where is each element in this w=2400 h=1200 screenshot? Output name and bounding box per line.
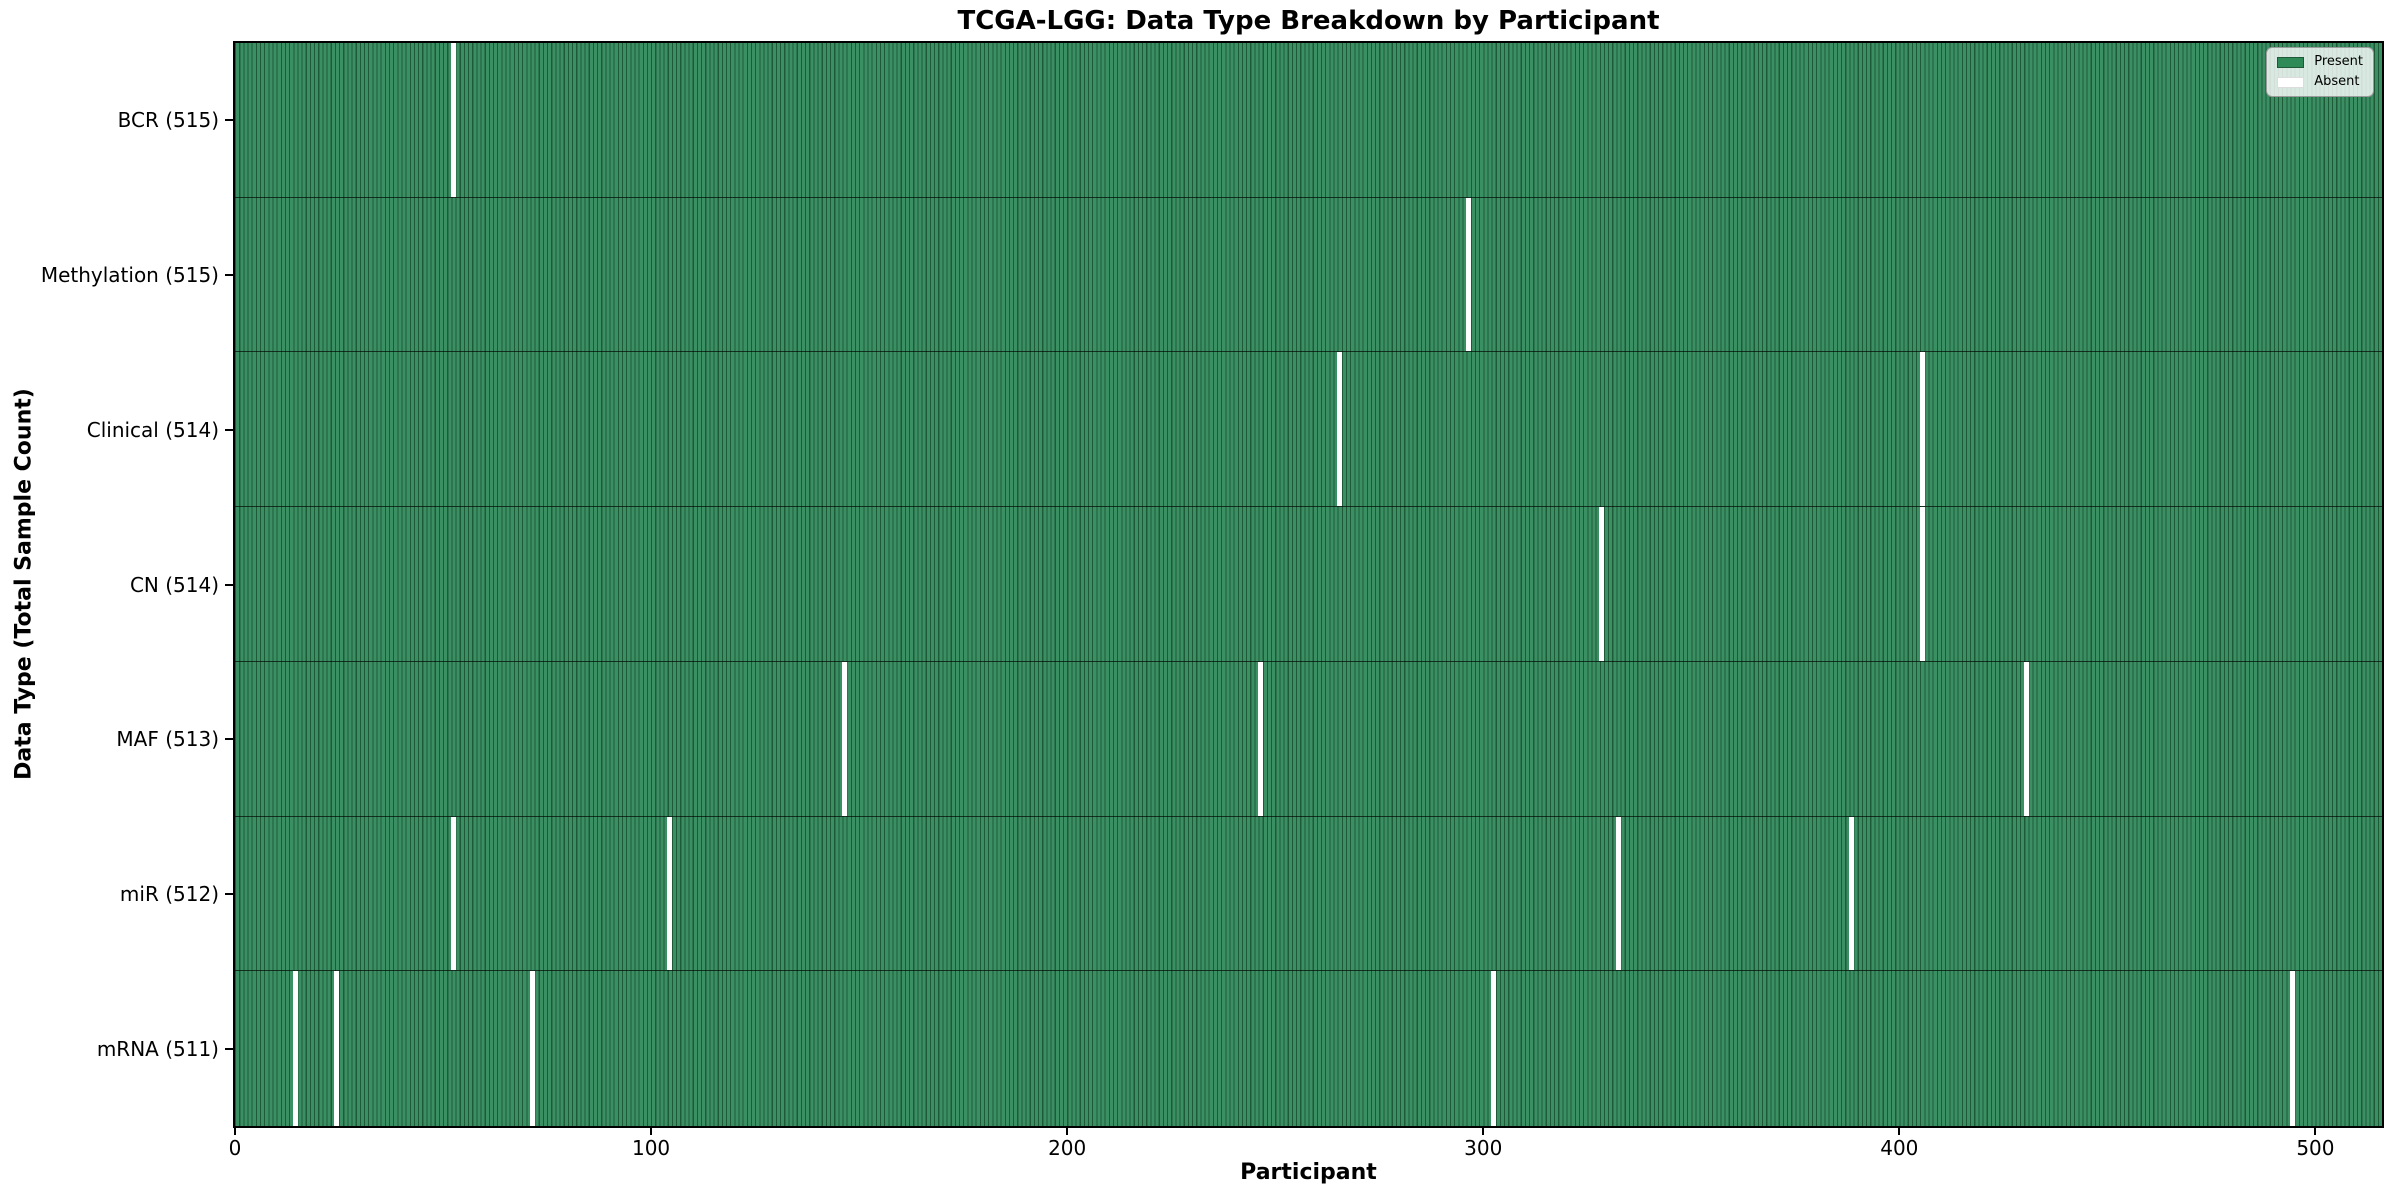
- chart-title: TCGA-LGG: Data Type Breakdown by Partici…: [957, 6, 1660, 36]
- x-tick-label-500: 500: [2296, 1136, 2335, 1160]
- data-row-clinical: [235, 352, 2382, 508]
- y-tick-label-bcr: BCR (515): [117, 108, 219, 133]
- data-row-maf: [235, 661, 2382, 817]
- y-tick-label-maf: MAF (513): [116, 727, 219, 752]
- legend-item-present: Present: [2277, 55, 2363, 69]
- absent-gap-cn-328: [1599, 507, 1605, 661]
- absent-gap-maf-430: [2023, 661, 2029, 816]
- y-tick-mark: [225, 119, 233, 122]
- absent-gap-mir-332: [1616, 816, 1621, 971]
- data-row-mrna: [235, 971, 2382, 1126]
- x-tick-mark: [1066, 1128, 1069, 1135]
- y-tick-label-methylation: Methylation (515): [40, 263, 219, 288]
- y-tick-label-mir: miR (512): [119, 881, 219, 906]
- legend-item-absent: Absent: [2277, 75, 2363, 89]
- absent-gap-mrna-24: [334, 971, 340, 1126]
- data-row-bcr: [235, 43, 2382, 198]
- x-tick-mark: [2314, 1128, 2317, 1135]
- x-tick-mark: [650, 1128, 653, 1135]
- x-tick-mark: [1898, 1128, 1901, 1135]
- x-tick-label-300: 300: [1464, 1136, 1503, 1160]
- legend: Present Absent: [2266, 47, 2374, 97]
- y-tick-label-cn: CN (514): [129, 572, 219, 597]
- y-tick-mark: [225, 274, 233, 277]
- y-tick-mark: [225, 1047, 233, 1050]
- x-tick-label-400: 400: [1880, 1136, 1919, 1160]
- x-tick-mark: [1482, 1128, 1485, 1135]
- absent-gap-mir-52: [450, 816, 456, 971]
- x-tick-mark: [234, 1128, 236, 1135]
- absent-gap-mrna-302: [1491, 971, 1497, 1126]
- absent-gap-mrna-14: [292, 971, 298, 1126]
- legend-swatch-present-icon: [2277, 56, 2305, 68]
- absent-gap-maf-146: [842, 661, 848, 816]
- absent-gap-clinical-265: [1337, 352, 1343, 507]
- data-row-methylation: [235, 197, 2382, 353]
- y-tick-mark: [225, 583, 233, 586]
- y-tick-mark: [225, 892, 233, 895]
- x-axis-label: Participant: [1240, 1160, 1377, 1185]
- plot-area: Present Absent: [233, 41, 2384, 1128]
- x-tick-label-100: 100: [631, 1136, 671, 1160]
- absent-gap-methylation-296: [1466, 197, 1472, 352]
- y-tick-label-clinical: Clinical (514): [86, 417, 219, 442]
- absent-gap-mir-388: [1849, 816, 1854, 971]
- legend-swatch-absent-icon: [2277, 76, 2305, 88]
- data-row-mir: [235, 816, 2382, 972]
- absent-gap-mrna-494: [2290, 971, 2295, 1126]
- y-tick-mark: [225, 738, 233, 741]
- data-row-cn: [235, 507, 2382, 662]
- absent-gap-cn-405: [1919, 507, 1925, 661]
- absent-gap-maf-246: [1258, 661, 1264, 816]
- absent-gap-mir-104: [667, 816, 673, 971]
- x-tick-label-0: 0: [228, 1136, 242, 1160]
- legend-label-absent: Absent: [2314, 74, 2360, 89]
- y-tick-mark: [225, 428, 233, 431]
- absent-gap-clinical-405: [1919, 352, 1925, 507]
- absent-gap-mrna-71: [530, 971, 535, 1126]
- absent-gap-bcr-52: [450, 43, 456, 197]
- y-tick-label-mrna: mRNA (511): [96, 1036, 219, 1061]
- legend-label-present: Present: [2314, 54, 2363, 69]
- x-tick-label-200: 200: [1048, 1136, 1087, 1160]
